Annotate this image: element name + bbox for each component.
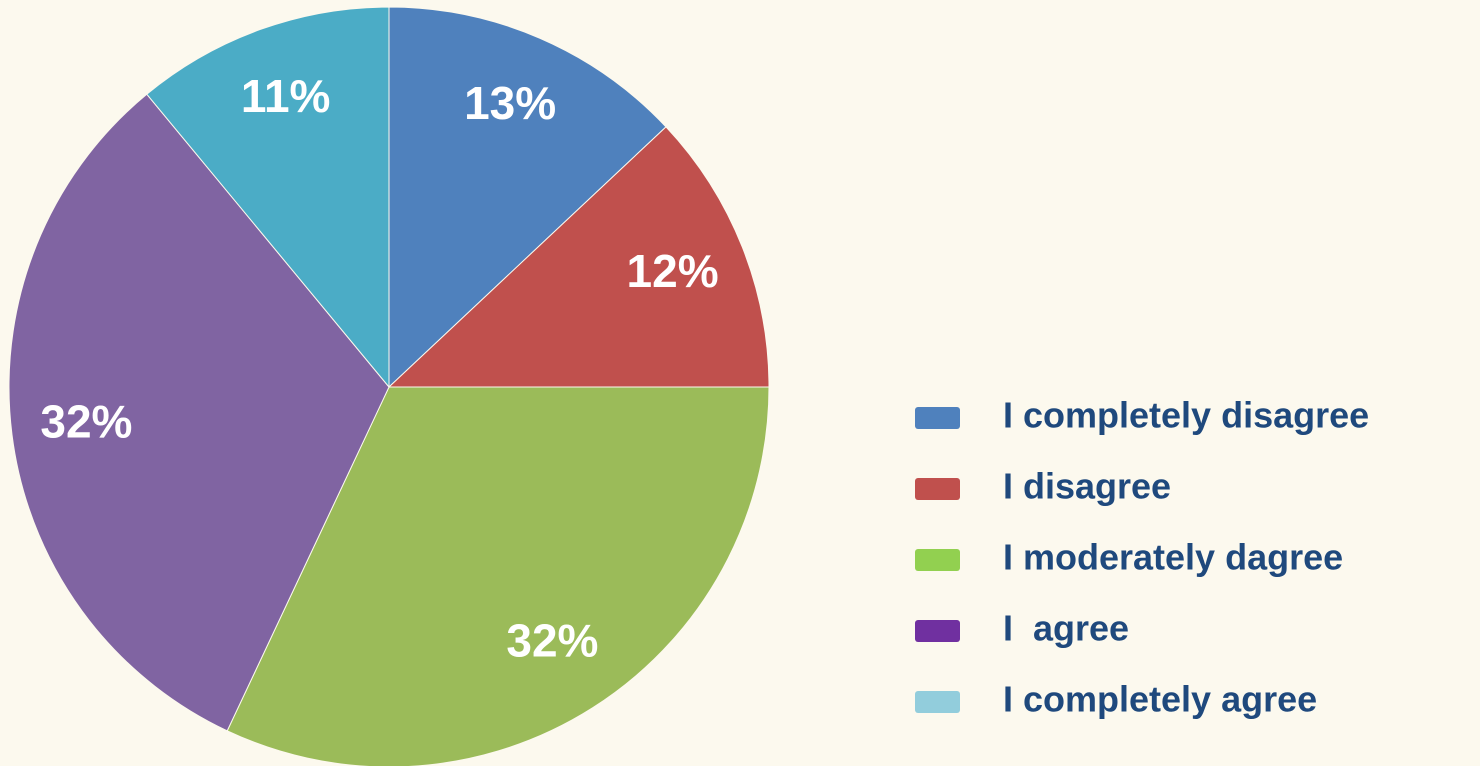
pie-slice [146,6,390,389]
slice-label: 32% [506,615,598,667]
legend-label: I moderately dagree [1003,537,1343,578]
slice-label: 12% [627,245,719,297]
legend-swatch [915,691,960,713]
legend-label: I completely agree [1003,679,1317,720]
legend-label: I disagree [1003,466,1171,507]
legend-label: I agree [1003,608,1129,649]
pie-slice [8,93,390,732]
slice-label: 13% [464,77,556,129]
pie-slice [388,6,667,389]
pie-slice [226,386,770,766]
slice-label: 32% [40,395,132,447]
legend-swatch [915,478,960,500]
slice-label: 11% [241,70,331,122]
legend-swatch [915,620,960,642]
legend-label: I completely disagree [1003,395,1369,436]
legend-swatch [915,549,960,571]
pie-slice [387,126,770,388]
legend-swatch [915,407,960,429]
